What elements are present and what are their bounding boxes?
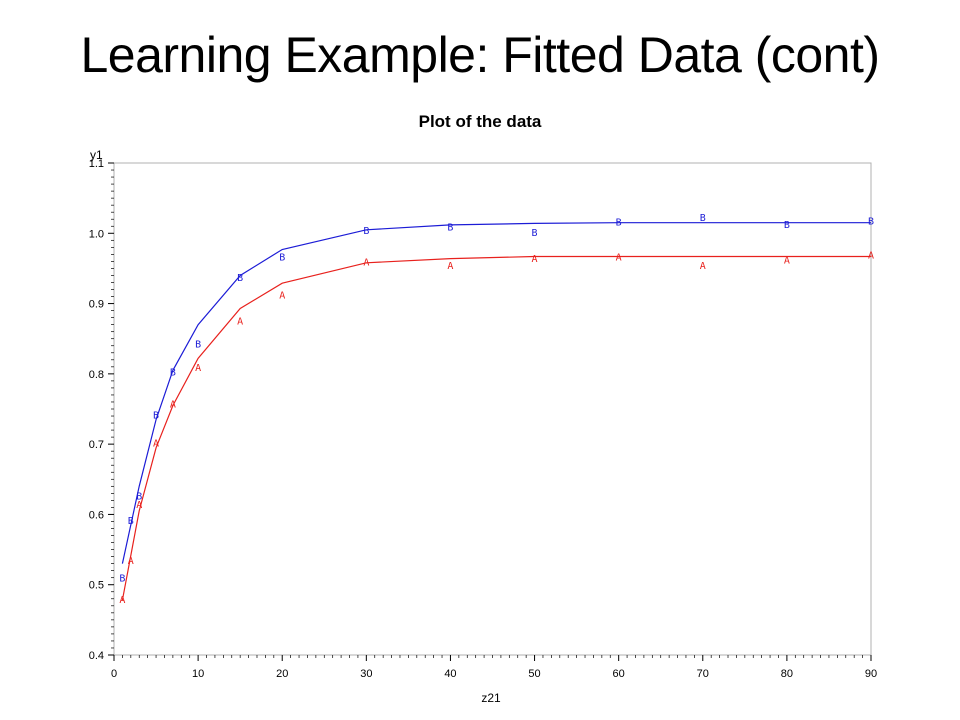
- data-point-a: A: [279, 290, 285, 301]
- data-point-b: B: [868, 217, 874, 228]
- y-tick-label: 1.0: [89, 228, 104, 240]
- plot-frame: [113, 162, 872, 656]
- data-point-a: A: [128, 556, 134, 567]
- data-point-b: B: [784, 220, 790, 231]
- y-tick-label: 0.8: [89, 369, 104, 381]
- data-point-a: A: [700, 261, 706, 272]
- x-tick-label: 10: [192, 668, 204, 680]
- x-tick-label: 0: [111, 668, 117, 680]
- data-point-a: A: [153, 439, 159, 450]
- data-point-a: A: [119, 595, 125, 606]
- data-point-a: A: [447, 261, 453, 272]
- data-point-a: A: [532, 254, 538, 265]
- x-tick-label: 20: [276, 668, 288, 680]
- data-point-b: B: [237, 273, 243, 284]
- y-tick-label: 0.5: [89, 580, 104, 592]
- data-point-b: B: [170, 368, 176, 379]
- x-tick-label: 90: [865, 668, 877, 680]
- y-tick-label: 0.6: [89, 509, 104, 521]
- slide-title: Learning Example: Fitted Data (cont): [80, 27, 880, 83]
- data-point-a: A: [195, 363, 201, 374]
- data-point-b: B: [363, 226, 369, 237]
- y-tick-label: 0.9: [89, 299, 104, 311]
- data-point-a: A: [136, 500, 142, 511]
- data-point-a: A: [868, 250, 874, 261]
- fit-line-a: [121, 255, 871, 601]
- y-axis-label: y1: [90, 148, 103, 162]
- plot-title: Plot of the data: [418, 112, 542, 131]
- x-tick-label: 60: [613, 668, 625, 680]
- x-axis-label: z21: [481, 691, 501, 705]
- data-point-b: B: [153, 411, 159, 422]
- y-tick-label: 0.4: [89, 650, 104, 662]
- data-point-b: B: [616, 217, 622, 228]
- data-point-b: B: [119, 574, 125, 585]
- x-tick-label: 30: [360, 668, 372, 680]
- y-tick-label: 1.1: [89, 158, 104, 170]
- data-point-b: B: [279, 252, 285, 263]
- data-point-a: A: [237, 316, 243, 327]
- data-point-a: A: [784, 255, 790, 266]
- data-point-b: B: [700, 213, 706, 224]
- x-tick-label: 40: [444, 668, 456, 680]
- x-tick-label: 80: [781, 668, 793, 680]
- data-point-b: B: [447, 222, 453, 233]
- data-point-b: B: [136, 491, 142, 502]
- y-tick-label: 0.7: [89, 439, 104, 451]
- data-point-b: B: [195, 340, 201, 351]
- x-tick-label: 50: [528, 668, 540, 680]
- fit-line-b: [121, 222, 871, 564]
- data-point-a: A: [616, 252, 622, 263]
- data-point-a: A: [170, 399, 176, 410]
- data-point-b: B: [128, 516, 134, 527]
- data-point-a: A: [363, 257, 369, 268]
- data-point-b: B: [532, 228, 538, 239]
- x-tick-label: 70: [697, 668, 709, 680]
